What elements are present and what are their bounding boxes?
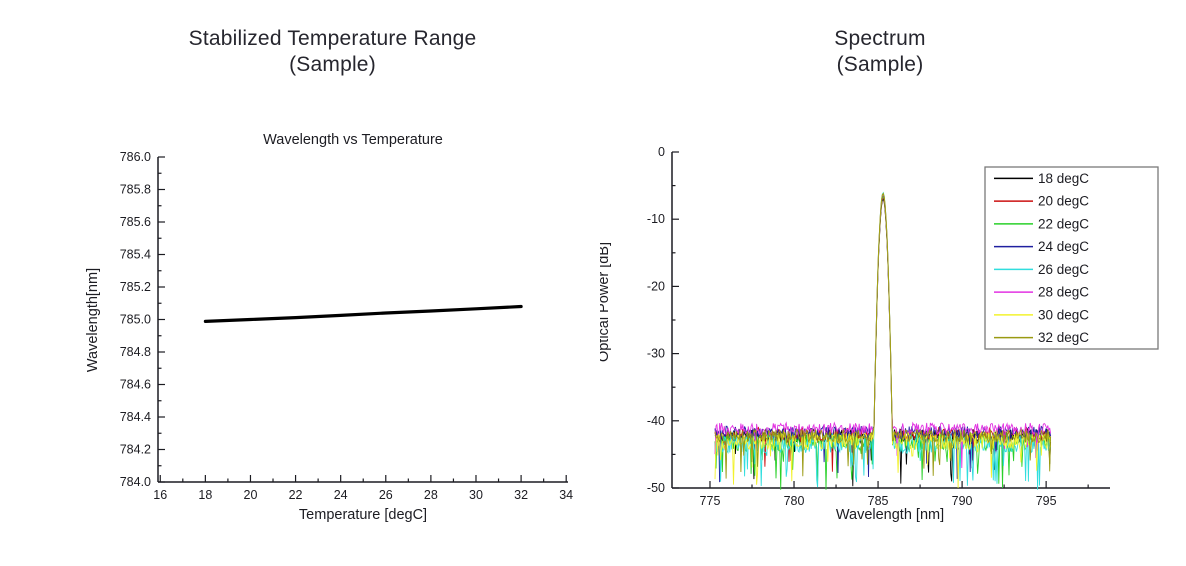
- x-tick-label: 795: [1036, 494, 1057, 508]
- right-panel-title-line2: (Sample): [836, 53, 924, 76]
- right-panel-title: Spectrum (Sample): [660, 26, 1100, 78]
- y-axis-title: Optical Power [dB]: [600, 242, 612, 362]
- y-tick-label: -30: [647, 347, 665, 361]
- right-panel-title-line1: Spectrum: [834, 27, 926, 50]
- x-tick-label: 790: [952, 494, 973, 508]
- series-group: [203, 304, 523, 323]
- y-tick-label: 785.4: [120, 248, 151, 262]
- legend-label: 30 degC: [1038, 307, 1089, 322]
- y-tick-label: -40: [647, 414, 665, 428]
- y-tick-label: 786.0: [120, 150, 151, 164]
- x-tick-label: 32: [514, 488, 528, 502]
- legend-label: 28 degC: [1038, 285, 1089, 300]
- series-group: [714, 191, 1052, 490]
- y-tick-label: -20: [647, 279, 665, 293]
- y-tick-label: 785.6: [120, 215, 151, 229]
- spectrum-trace-32-degC: [714, 192, 1052, 479]
- x-tick-label: 28: [424, 488, 438, 502]
- y-tick-label: 784.2: [120, 443, 151, 457]
- left-panel-title: Stabilized Temperature Range (Sample): [60, 26, 605, 78]
- legend: 18 degC 20 degC 22 degC 24 degC 26 degC 28 de…: [984, 166, 1159, 350]
- spectrum-chart: 775 780 785 790 795 0 -10 -20 -30 -40 -50 Wavelengt…: [600, 145, 1159, 523]
- series-line-wavelength: [203, 304, 523, 323]
- legend-label: 20 degC: [1038, 194, 1089, 209]
- y-tick-label: 784.4: [120, 410, 151, 424]
- y-tick-label: 784.6: [120, 378, 151, 392]
- x-axis-title: Wavelength [nm]: [836, 507, 944, 523]
- y-tick-label: 785.0: [120, 313, 151, 327]
- x-tick-label: 780: [784, 494, 805, 508]
- y-tick-label: 785.8: [120, 183, 151, 197]
- x-tick-label: 26: [379, 488, 393, 502]
- y-tick-label: 0: [658, 145, 665, 159]
- legend-box: [984, 166, 1159, 350]
- legend-entry: 20 degC: [994, 194, 1089, 209]
- x-tick-label: 18: [198, 488, 212, 502]
- legend-label: 18 degC: [1038, 171, 1089, 186]
- x-tick-label: 24: [334, 488, 348, 502]
- x-tick-label: 16: [153, 488, 167, 502]
- x-tick-label: 775: [700, 494, 721, 508]
- y-tick-label: -10: [647, 212, 665, 226]
- legend-label: 24 degC: [1038, 239, 1089, 254]
- y-tick-label: 785.2: [120, 280, 151, 294]
- tick-labels: 775 780 785 790 795 0 -10 -20 -30 -40 -50: [647, 145, 1057, 508]
- x-tick-label: 30: [469, 488, 483, 502]
- legend-entry: 22 degC: [994, 216, 1089, 231]
- chart-title: Wavelength vs Temperature: [263, 132, 443, 148]
- left-panel-title-line2: (Sample): [289, 53, 376, 76]
- legend-entry: 32 degC: [994, 330, 1089, 345]
- x-tick-label: 34: [559, 488, 573, 502]
- tick-labels: 16 18 20 22 24 26 28 30 32 34 784.0 784.2 784.4 784.6…: [120, 150, 573, 502]
- y-tick-label: 784.0: [120, 475, 151, 489]
- legend-entry: 28 degC: [994, 285, 1089, 300]
- legend-entry: 24 degC: [994, 239, 1089, 254]
- legend-label: 22 degC: [1038, 216, 1089, 231]
- ticks: [158, 156, 567, 483]
- legend-entry: 18 degC: [994, 171, 1089, 186]
- x-tick-label: 20: [244, 488, 258, 502]
- y-tick-label: -50: [647, 481, 665, 495]
- left-panel-title-line1: Stabilized Temperature Range: [188, 27, 477, 50]
- wavelength-vs-temperature-chart: 16 18 20 22 24 26 28 30 32 34 784.0 784.2 784.4 784.6…: [85, 132, 573, 523]
- legend-entry: 26 degC: [994, 262, 1089, 277]
- legend-label: 32 degC: [1038, 330, 1089, 345]
- y-axis-title: Wavelength[nm]: [85, 268, 101, 372]
- legend-entry: 30 degC: [994, 307, 1089, 322]
- x-axis-title: Temperature [degC]: [299, 507, 427, 523]
- y-tick-label: 784.8: [120, 345, 151, 359]
- x-tick-label: 785: [868, 494, 889, 508]
- ticks: [672, 151, 1089, 489]
- x-tick-label: 22: [289, 488, 303, 502]
- legend-label: 26 degC: [1038, 262, 1089, 277]
